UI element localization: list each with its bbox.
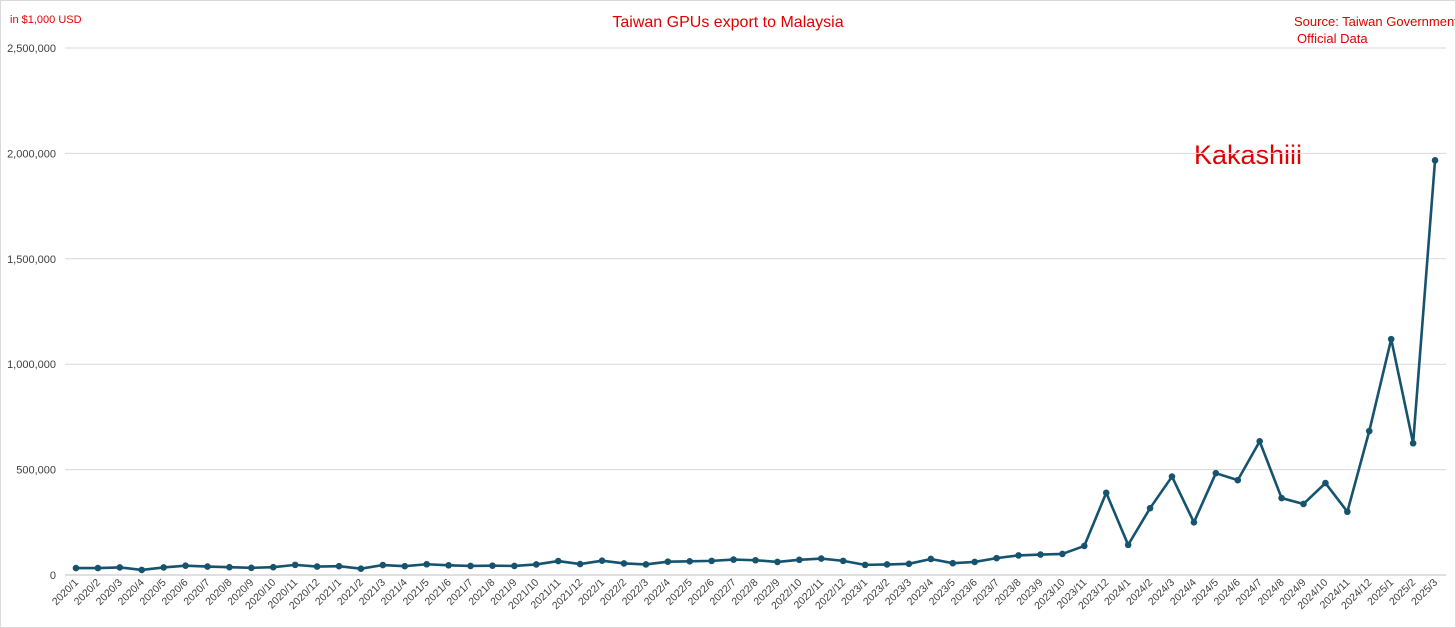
data-point [796,556,803,564]
data-point [423,560,430,568]
gridlines [65,47,1446,576]
data-point [335,562,343,570]
data-point [642,561,650,568]
data-point [1431,157,1439,164]
data-point [598,557,606,564]
data-point [1278,494,1285,502]
data-point [905,560,913,568]
data-point [248,564,255,572]
data-point [1387,335,1395,343]
data-point [576,560,584,568]
data-point [1102,489,1110,497]
data-point [532,561,540,568]
data-point [269,563,277,571]
data-point [1409,439,1417,447]
data-point [686,557,694,565]
data-point [993,554,1000,562]
data-point [861,561,869,569]
data-point [883,561,891,568]
data-point [379,561,387,569]
series-line [74,159,1437,572]
chart-title: Taiwan GPUs export to Malaysia [612,14,843,31]
y-tick-label: 0 [50,570,56,582]
source-line-1: Source: Taiwan Government [1294,14,1455,29]
data-point [927,555,935,563]
data-point [1190,519,1198,526]
data-point [357,565,365,572]
data-point [1300,500,1307,508]
data-point [138,566,146,574]
data-point [467,562,474,570]
data-point [817,555,825,562]
data-point [971,558,979,566]
watermark-text: Kakashiii [1194,140,1302,170]
data-point [1344,508,1351,516]
data-point [401,562,409,570]
data-point [226,563,233,571]
data-point [313,563,321,570]
y-tick-label: 1,500,000 [7,254,56,266]
data-point [774,558,781,566]
y-tick-label: 2,500,000 [7,43,56,55]
data-point [445,562,452,569]
data-point [664,558,672,566]
data-point [620,560,628,567]
data-point [1037,551,1044,558]
data-point [160,564,167,571]
data-point [291,561,299,569]
y-tick-label: 2,000,000 [7,148,56,160]
data-point [1059,550,1066,558]
x-axis-tick-labels: 2020/12020/22020/32020/42020/52020/62020… [50,577,1440,612]
data-point [708,557,715,565]
data-point [1015,552,1022,559]
data-point [1365,427,1373,435]
y-tick-label: 500,000 [16,465,56,477]
data-point [72,564,80,572]
data-point [752,556,759,564]
unit-label: in $1,000 USD [10,14,82,26]
data-point [730,556,737,563]
data-point [1234,476,1242,484]
data-point [94,564,102,572]
data-point [839,557,847,565]
source-line-2: Official Data [1297,31,1368,46]
data-point [1168,473,1176,480]
data-point [949,559,957,567]
data-point [182,562,189,570]
data-point [1146,504,1154,512]
data-point [1212,469,1220,477]
y-axis-tick-labels: 0 500,000 1,000,000 1,500,000 2,000,000 2,500… [7,43,56,582]
data-point [116,564,124,571]
series-group [72,157,1439,574]
data-point [204,563,211,570]
data-point [511,562,518,570]
data-point [554,557,562,565]
data-point [489,562,496,570]
data-point [1256,438,1263,445]
data-point [1124,541,1132,549]
data-point [1322,479,1329,487]
data-point [1081,542,1088,550]
y-tick-label: 1,000,000 [7,359,56,371]
